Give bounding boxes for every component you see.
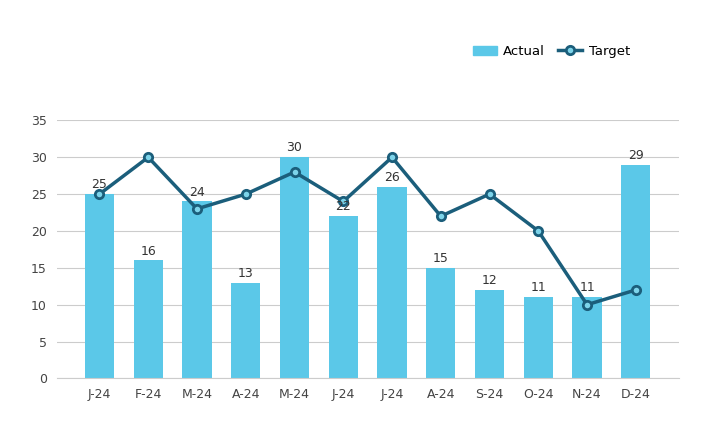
Bar: [621, 165, 650, 378]
Text: 16: 16: [141, 245, 156, 258]
Text: 30: 30: [286, 141, 303, 154]
Legend: Actual, Target: Actual, Target: [467, 40, 636, 63]
Bar: [329, 216, 358, 378]
Bar: [85, 194, 114, 378]
Bar: [378, 187, 407, 378]
Text: 11: 11: [579, 281, 595, 295]
Bar: [231, 283, 260, 378]
Bar: [280, 157, 309, 378]
Bar: [573, 297, 602, 378]
Text: Comparing Actual vs Target by Month: Comparing Actual vs Target by Month: [23, 42, 466, 61]
Text: 26: 26: [384, 171, 400, 184]
Text: 11: 11: [530, 281, 547, 295]
Text: 13: 13: [238, 267, 254, 280]
Bar: [134, 261, 163, 378]
Text: 25: 25: [91, 178, 107, 191]
Text: 12: 12: [481, 274, 498, 287]
Bar: [524, 297, 553, 378]
Text: 24: 24: [189, 185, 205, 199]
Text: 29: 29: [628, 149, 643, 162]
Bar: [475, 290, 504, 378]
Bar: [182, 202, 211, 378]
Bar: [426, 268, 455, 378]
Text: 15: 15: [433, 252, 449, 265]
Text: 22: 22: [335, 200, 351, 213]
